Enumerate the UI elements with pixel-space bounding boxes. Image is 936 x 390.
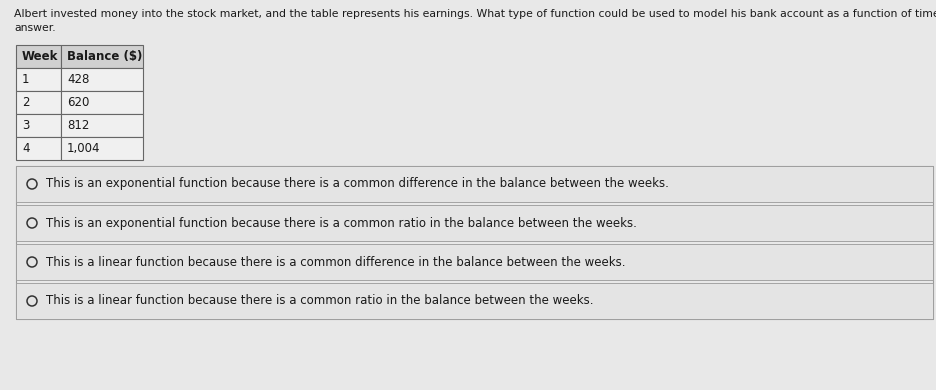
Text: Albert invested money into the stock market, and the table represents his earnin: Albert invested money into the stock mar…: [14, 9, 936, 19]
Bar: [16, 283, 932, 319]
Text: This is a linear function because there is a common ratio in the balance between: This is a linear function because there …: [46, 294, 592, 307]
Bar: [61, 68, 143, 91]
Bar: [16, 166, 932, 202]
Text: 4: 4: [22, 142, 29, 155]
Bar: [16, 137, 61, 160]
Text: 1: 1: [22, 73, 29, 86]
Bar: [61, 114, 143, 137]
Bar: [16, 205, 932, 241]
Text: answer.: answer.: [14, 23, 55, 33]
Text: 428: 428: [67, 73, 89, 86]
Bar: [16, 166, 932, 319]
Text: 620: 620: [67, 96, 89, 109]
Text: This is an exponential function because there is a common ratio in the balance b: This is an exponential function because …: [46, 216, 636, 229]
Bar: [16, 244, 932, 280]
Text: Week: Week: [22, 50, 58, 63]
Bar: [16, 45, 61, 68]
Text: 2: 2: [22, 96, 29, 109]
Bar: [16, 68, 61, 91]
Text: Balance ($): Balance ($): [67, 50, 142, 63]
Text: This is a linear function because there is a common difference in the balance be: This is a linear function because there …: [46, 255, 625, 268]
Text: 812: 812: [67, 119, 89, 132]
Bar: [61, 137, 143, 160]
Bar: [16, 114, 61, 137]
Bar: [16, 91, 61, 114]
Text: 3: 3: [22, 119, 29, 132]
Text: 1,004: 1,004: [67, 142, 100, 155]
Text: This is an exponential function because there is a common difference in the bala: This is an exponential function because …: [46, 177, 668, 190]
Bar: [61, 91, 143, 114]
Bar: [61, 45, 143, 68]
